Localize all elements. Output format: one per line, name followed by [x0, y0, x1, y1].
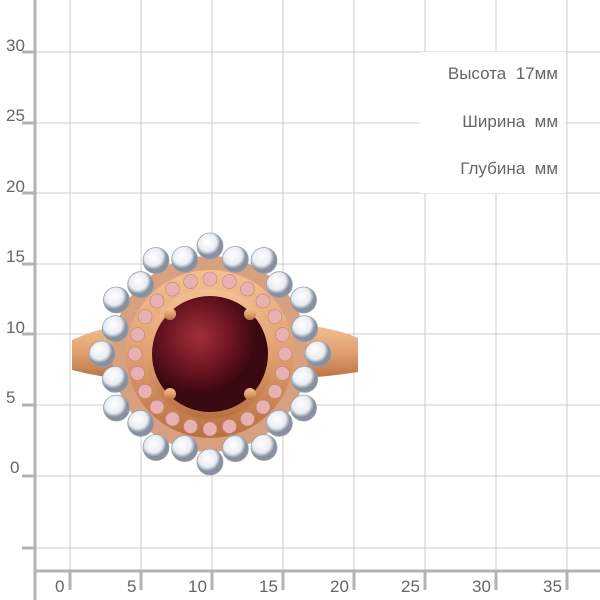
pink-stone [165, 411, 180, 427]
white-stone [88, 340, 116, 368]
white-stone [142, 247, 170, 274]
prong [244, 388, 256, 400]
pink-stone [275, 366, 290, 381]
white-stone [250, 247, 278, 274]
x-label-25: 25 [401, 577, 420, 596]
pink-stone [137, 384, 153, 399]
width-label: Ширина [462, 112, 526, 131]
y-label-30: 30 [6, 36, 25, 55]
y-label-25: 25 [6, 106, 25, 125]
pink-stone [127, 346, 143, 362]
pink-stone [165, 281, 180, 297]
x-label-5: 5 [127, 577, 137, 596]
pink-stone [202, 421, 218, 437]
pink-stone [149, 293, 165, 309]
white-stone [304, 340, 332, 368]
pink-stone [255, 293, 271, 309]
white-stone [127, 409, 155, 437]
x-label-0: 0 [55, 577, 65, 596]
white-stone [265, 409, 293, 437]
pink-stone [130, 366, 145, 381]
white-stone [103, 394, 130, 422]
white-stone [171, 245, 199, 273]
white-stone [290, 286, 317, 314]
white-stone [221, 245, 249, 273]
white-stone [290, 394, 317, 422]
prong [164, 308, 176, 320]
white-stone [101, 315, 129, 343]
x-label-35: 35 [543, 577, 562, 596]
pink-stone [240, 281, 255, 297]
white-stone [291, 365, 319, 393]
x-label-30: 30 [472, 577, 491, 596]
white-stone [291, 315, 319, 343]
pink-stone [183, 419, 198, 434]
pink-stone [202, 271, 218, 287]
height-value: 17мм [515, 64, 558, 83]
y-label-10: 10 [6, 318, 25, 337]
pink-stone [222, 274, 237, 289]
dimensions-panel: Высота 17мм Ширина мм Глубина мм [420, 52, 566, 193]
white-stone [221, 435, 249, 463]
white-stone [171, 435, 199, 463]
depth-label: Глубина [460, 159, 526, 178]
white-stone [103, 286, 130, 314]
pink-stone [240, 411, 255, 427]
pink-stone [267, 309, 283, 324]
y-label-20: 20 [6, 177, 25, 196]
pink-stone [149, 399, 165, 415]
pink-stone [137, 309, 153, 324]
pink-stone [130, 327, 145, 342]
white-stone [127, 271, 155, 299]
x-label-15: 15 [259, 577, 278, 596]
depth-row: Глубина мм [460, 159, 558, 179]
width-value: мм [534, 112, 558, 131]
pink-stone [255, 399, 271, 415]
height-row: Высота 17мм [448, 64, 558, 84]
pink-stone [222, 419, 237, 434]
depth-value: мм [534, 159, 558, 178]
y-label-5: 5 [6, 388, 16, 407]
white-stone [250, 434, 278, 461]
prong [244, 308, 256, 320]
white-stone [265, 271, 293, 299]
white-stone [101, 365, 129, 393]
x-label-20: 20 [330, 577, 349, 596]
white-stone [142, 434, 170, 461]
white-stone [196, 448, 224, 476]
prong [164, 388, 176, 400]
white-stone [196, 232, 224, 260]
garnet-center-stone [152, 296, 268, 412]
y-label-0: 0 [10, 458, 20, 477]
y-label-15: 15 [6, 247, 25, 266]
width-row: Ширина мм [462, 112, 558, 132]
height-label: Высота [447, 64, 507, 83]
pink-stone [183, 274, 198, 289]
pink-stone [267, 384, 283, 399]
x-label-10: 10 [188, 577, 207, 596]
pink-stone [275, 327, 290, 342]
pink-stone [277, 346, 293, 362]
